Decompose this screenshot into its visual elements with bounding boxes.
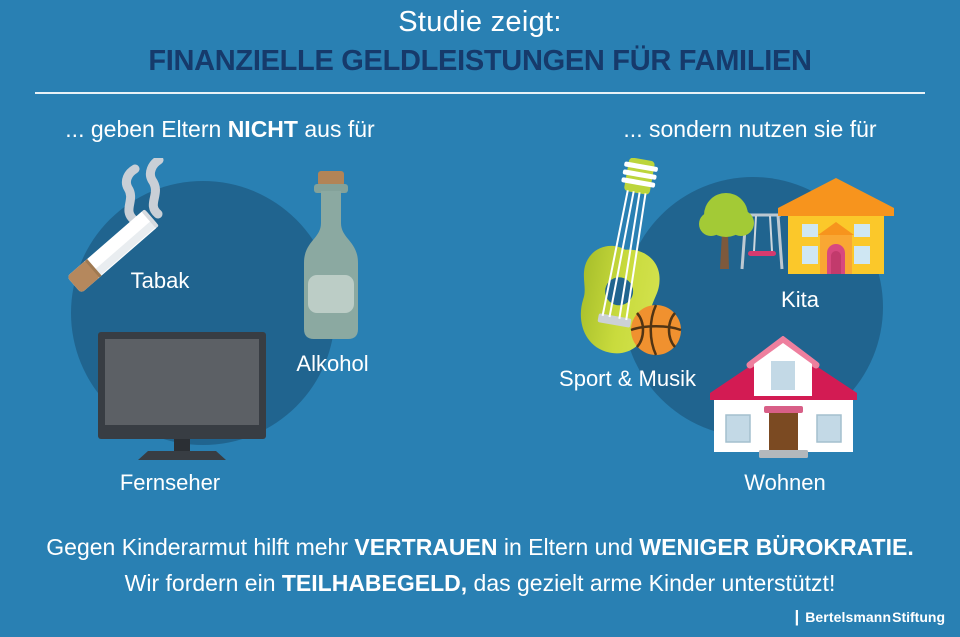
brand-separator: | [794, 607, 800, 626]
tree-icon [699, 193, 754, 269]
header-divider [35, 92, 925, 94]
item-label-tabak: Tabak [130, 268, 190, 293]
footer-line-1: Gegen Kinderarmut hilft mehr VERTRAUEN i… [0, 534, 960, 561]
right-panel-heading: ... sondern nutzen sie für [623, 116, 877, 142]
brand-logo: | Bertelsmann Stiftung [794, 608, 945, 625]
tree-swing-icon [699, 193, 784, 270]
smoke-icon [121, 164, 140, 225]
footer-bold-text: WENIGER BÜROKRATIE. [639, 534, 914, 560]
footer-line-2: Wir fordern ein TEILHABEGELD, das geziel… [0, 570, 960, 597]
item-label-sport-musik: Sport & Musik [559, 366, 696, 391]
item-label-fernseher: Fernseher [119, 470, 221, 495]
left-panel-heading: ... geben Eltern NICHT aus für [30, 116, 410, 143]
header-title: FINANZIELLE GELDLEISTUNGEN FÜR FAMILIEN [148, 45, 812, 77]
brand-name-bold: Stiftung [892, 608, 945, 625]
item-label-alkohol: Alkohol [296, 351, 369, 376]
house-icon [710, 336, 857, 458]
left-heading-text: aus für [297, 116, 375, 142]
brand-name-regular: Bertelsmann [805, 608, 892, 625]
left-heading-text: ... geben Eltern [65, 116, 228, 142]
basketball-icon [630, 304, 682, 356]
smoke-icon [145, 158, 164, 219]
cigarette-icon [68, 158, 164, 292]
footer-text: das gezielt arme Kinder unterstützt! [467, 570, 836, 596]
footer-bold-text: VERTRAUEN [354, 534, 498, 560]
footer-text: in Eltern und [497, 534, 640, 560]
left-heading-bold-text: NICHT [227, 116, 298, 142]
tv-icon [98, 332, 266, 460]
footer-text: Wir fordern ein [124, 570, 282, 596]
bottle-icon [304, 171, 358, 339]
item-label-wohnen: Wohnen [744, 470, 826, 495]
footer-text: Gegen Kinderarmut hilft mehr [46, 534, 355, 560]
item-label-kita: Kita [781, 287, 819, 312]
footer-bold-text: TEILHABEGELD, [281, 570, 468, 596]
guitar-basketball-icon [580, 158, 682, 356]
kindergarten-building-icon [778, 178, 894, 274]
header-kicker: Studie zeigt: [398, 6, 562, 38]
